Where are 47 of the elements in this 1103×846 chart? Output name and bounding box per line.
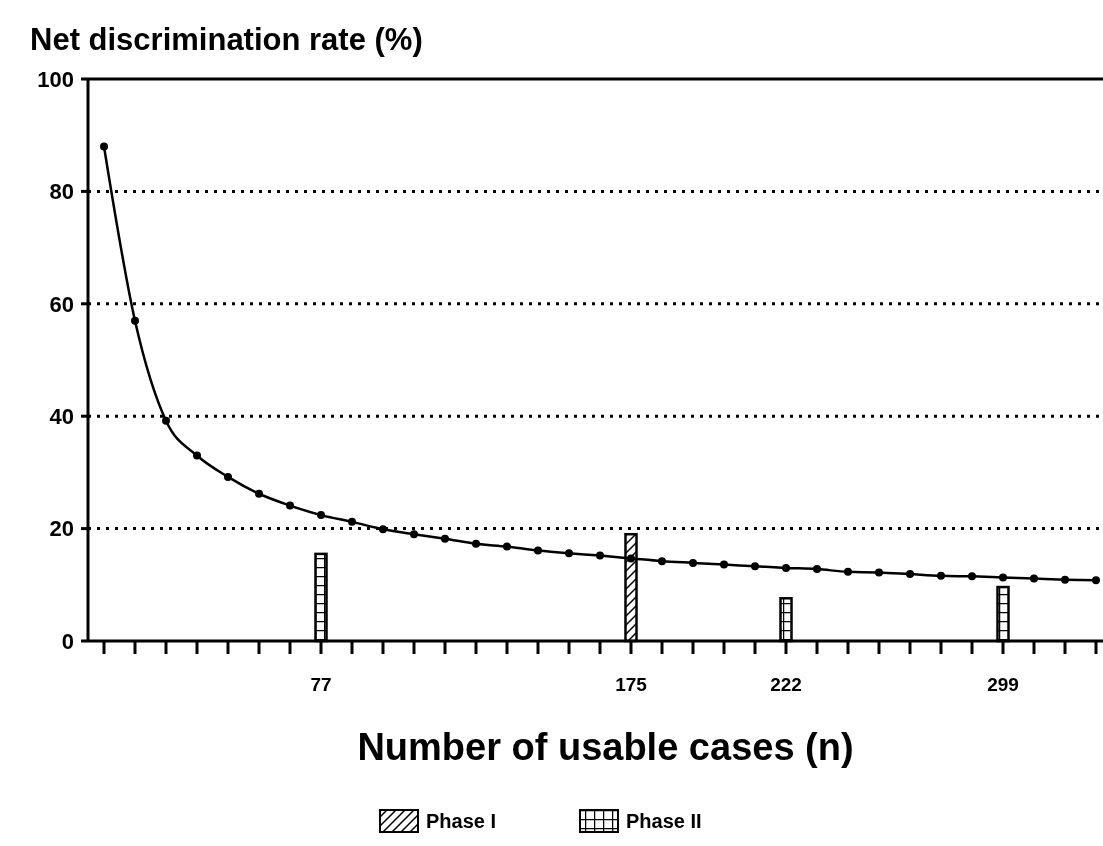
point [410,530,418,539]
y-tick-label: 20 [49,516,74,542]
point [348,517,356,526]
x-tick-label: 77 [310,674,332,695]
point [379,525,387,534]
point [875,568,883,577]
y-tick-label: 80 [49,179,74,205]
x-tick-label: 175 [615,674,648,695]
point [100,142,108,151]
point [999,573,1007,582]
point [534,546,542,555]
x-tick-label: 299 [987,674,1019,695]
point [937,571,945,580]
point [1092,576,1100,585]
point [627,554,635,563]
y-axis-title: Net discrimination rate (%) [30,22,423,57]
point [720,560,728,569]
point [782,563,790,572]
y-tick-label: 100 [37,66,74,92]
point [317,511,325,520]
x-tick-label: 222 [770,674,802,695]
point [596,551,604,560]
y-tick-label: 0 [61,628,74,654]
y-tick-label: 60 [49,291,74,317]
x-axis-title: Number of usable cases (n) [357,726,854,768]
point [844,567,852,576]
point [503,542,511,551]
point [906,570,914,579]
point [751,562,759,571]
point [255,489,263,498]
point [193,451,201,460]
legend-label: Phase II [626,810,702,832]
y-tick-label: 40 [49,403,74,429]
point [658,557,666,566]
point [1030,574,1038,583]
point [813,565,821,574]
point [565,549,573,558]
legend-label: Phase I [426,810,497,832]
point [286,501,294,510]
point [131,316,139,325]
point [162,416,170,425]
point [1061,575,1069,584]
point [441,534,449,543]
point [689,558,697,567]
point [472,539,480,548]
point [224,472,232,481]
point [968,572,976,581]
